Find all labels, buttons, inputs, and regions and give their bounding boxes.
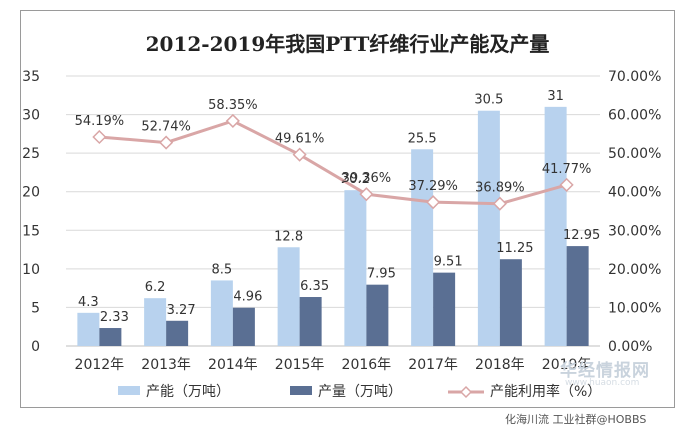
marker-utilization (426, 195, 441, 210)
bar-output (566, 246, 589, 346)
data-label-capacity: 12.8 (274, 229, 303, 244)
bar-output (433, 272, 456, 346)
y-right-tick-label: 20.00% (608, 262, 661, 278)
bar-capacity (477, 110, 500, 346)
bar-output (366, 284, 389, 346)
y-left-tick-label: 25 (22, 146, 40, 162)
legend-swatch-output (290, 386, 312, 395)
x-tick-label: 2014年 (208, 357, 258, 373)
x-tick-label: 2017年 (408, 357, 458, 373)
data-label-utilization: 52.74% (141, 120, 191, 135)
data-label-utilization: 41.77% (542, 162, 592, 177)
data-label-utilization: 49.61% (275, 132, 325, 147)
y-right-tick-label: 60.00% (608, 108, 661, 124)
bar-output (299, 297, 322, 346)
marker-utilization (492, 196, 507, 211)
bar-capacity (344, 190, 367, 346)
y-left-tick-label: 15 (22, 223, 40, 239)
marker-utilization (559, 177, 574, 192)
watermark-credit: 化海川流 工业社群@HOBBS (505, 413, 647, 426)
data-label-capacity: 4.3 (78, 295, 99, 310)
data-label-utilization: 54.19% (75, 114, 125, 129)
marker-utilization (92, 129, 107, 145)
marker-utilization (292, 147, 307, 162)
y-right-tick-label: 10.00% (608, 300, 661, 316)
bar-capacity (210, 280, 233, 346)
x-tick-label: 2013年 (141, 357, 191, 373)
y-left-tick-label: 30 (22, 108, 40, 124)
marker-utilization (225, 113, 240, 128)
y-right-tick-label: 0.00% (608, 339, 652, 355)
data-label-capacity: 25.5 (408, 131, 437, 146)
data-label-capacity: 31 (547, 89, 564, 104)
y-right-tick-label: 70.00% (608, 69, 661, 85)
legend-marker-utilization (459, 385, 473, 399)
chart-title: 2012-2019年我国PTT纤维行业产能及产量 (145, 32, 550, 56)
bar-output (499, 259, 522, 346)
data-label-output: 11.25 (496, 241, 533, 256)
y-left-tick-label: 20 (22, 185, 40, 201)
marker-utilization (159, 135, 174, 150)
legend-swatch-capacity (118, 386, 140, 395)
x-tick-label: 2018年 (475, 357, 525, 373)
data-label-capacity: 6.2 (145, 280, 166, 295)
data-label-utilization: 58.35% (208, 98, 258, 113)
data-label-output: 9.51 (434, 255, 463, 270)
data-label-output: 12.95 (563, 228, 600, 243)
watermark-site: 华经情报网 (560, 361, 650, 381)
data-label-capacity: 8.5 (212, 262, 233, 277)
data-label-output: 3.27 (167, 303, 196, 318)
bar-capacity (411, 149, 434, 346)
legend-label-capacity: 产能（万吨） (146, 384, 230, 400)
x-tick-label: 2015年 (275, 357, 325, 373)
bar-capacity (544, 106, 567, 346)
x-tick-label: 2019年 (542, 357, 592, 373)
bar-output (232, 307, 255, 346)
y-left-tick-label: 10 (22, 262, 40, 278)
data-label-utilization: 37.29% (408, 179, 458, 194)
data-label-utilization: 39.36% (342, 171, 392, 186)
x-tick-label: 2016年 (342, 357, 392, 373)
data-label-output: 7.95 (367, 267, 396, 282)
data-label-output: 2.33 (100, 310, 129, 325)
y-right-tick-label: 30.00% (608, 223, 661, 239)
y-right-tick-label: 40.00% (608, 185, 661, 201)
data-label-utilization: 36.89% (475, 181, 525, 196)
data-label-capacity: 30.5 (474, 93, 503, 108)
x-tick-label: 2012年 (75, 357, 125, 373)
y-left-tick-label: 35 (22, 69, 40, 85)
bar-capacity (77, 312, 100, 346)
bar-output (99, 328, 122, 346)
marker-utilization (359, 187, 374, 202)
data-label-output: 4.96 (233, 290, 262, 305)
legend-label-output: 产量（万吨） (318, 384, 402, 400)
y-left-tick-label: 5 (31, 300, 40, 316)
bar-capacity (144, 298, 167, 346)
y-left-tick-label: 0 (31, 339, 40, 355)
bar-capacity (277, 247, 300, 346)
y-right-tick-label: 50.00% (608, 146, 661, 162)
legend-label-utilization: 产能利用率（%） (490, 383, 601, 400)
data-label-output: 6.35 (300, 279, 329, 294)
bar-output (166, 320, 189, 346)
series-line-utilization (99, 119, 568, 206)
watermark-url: www.huaon.com (565, 378, 640, 388)
